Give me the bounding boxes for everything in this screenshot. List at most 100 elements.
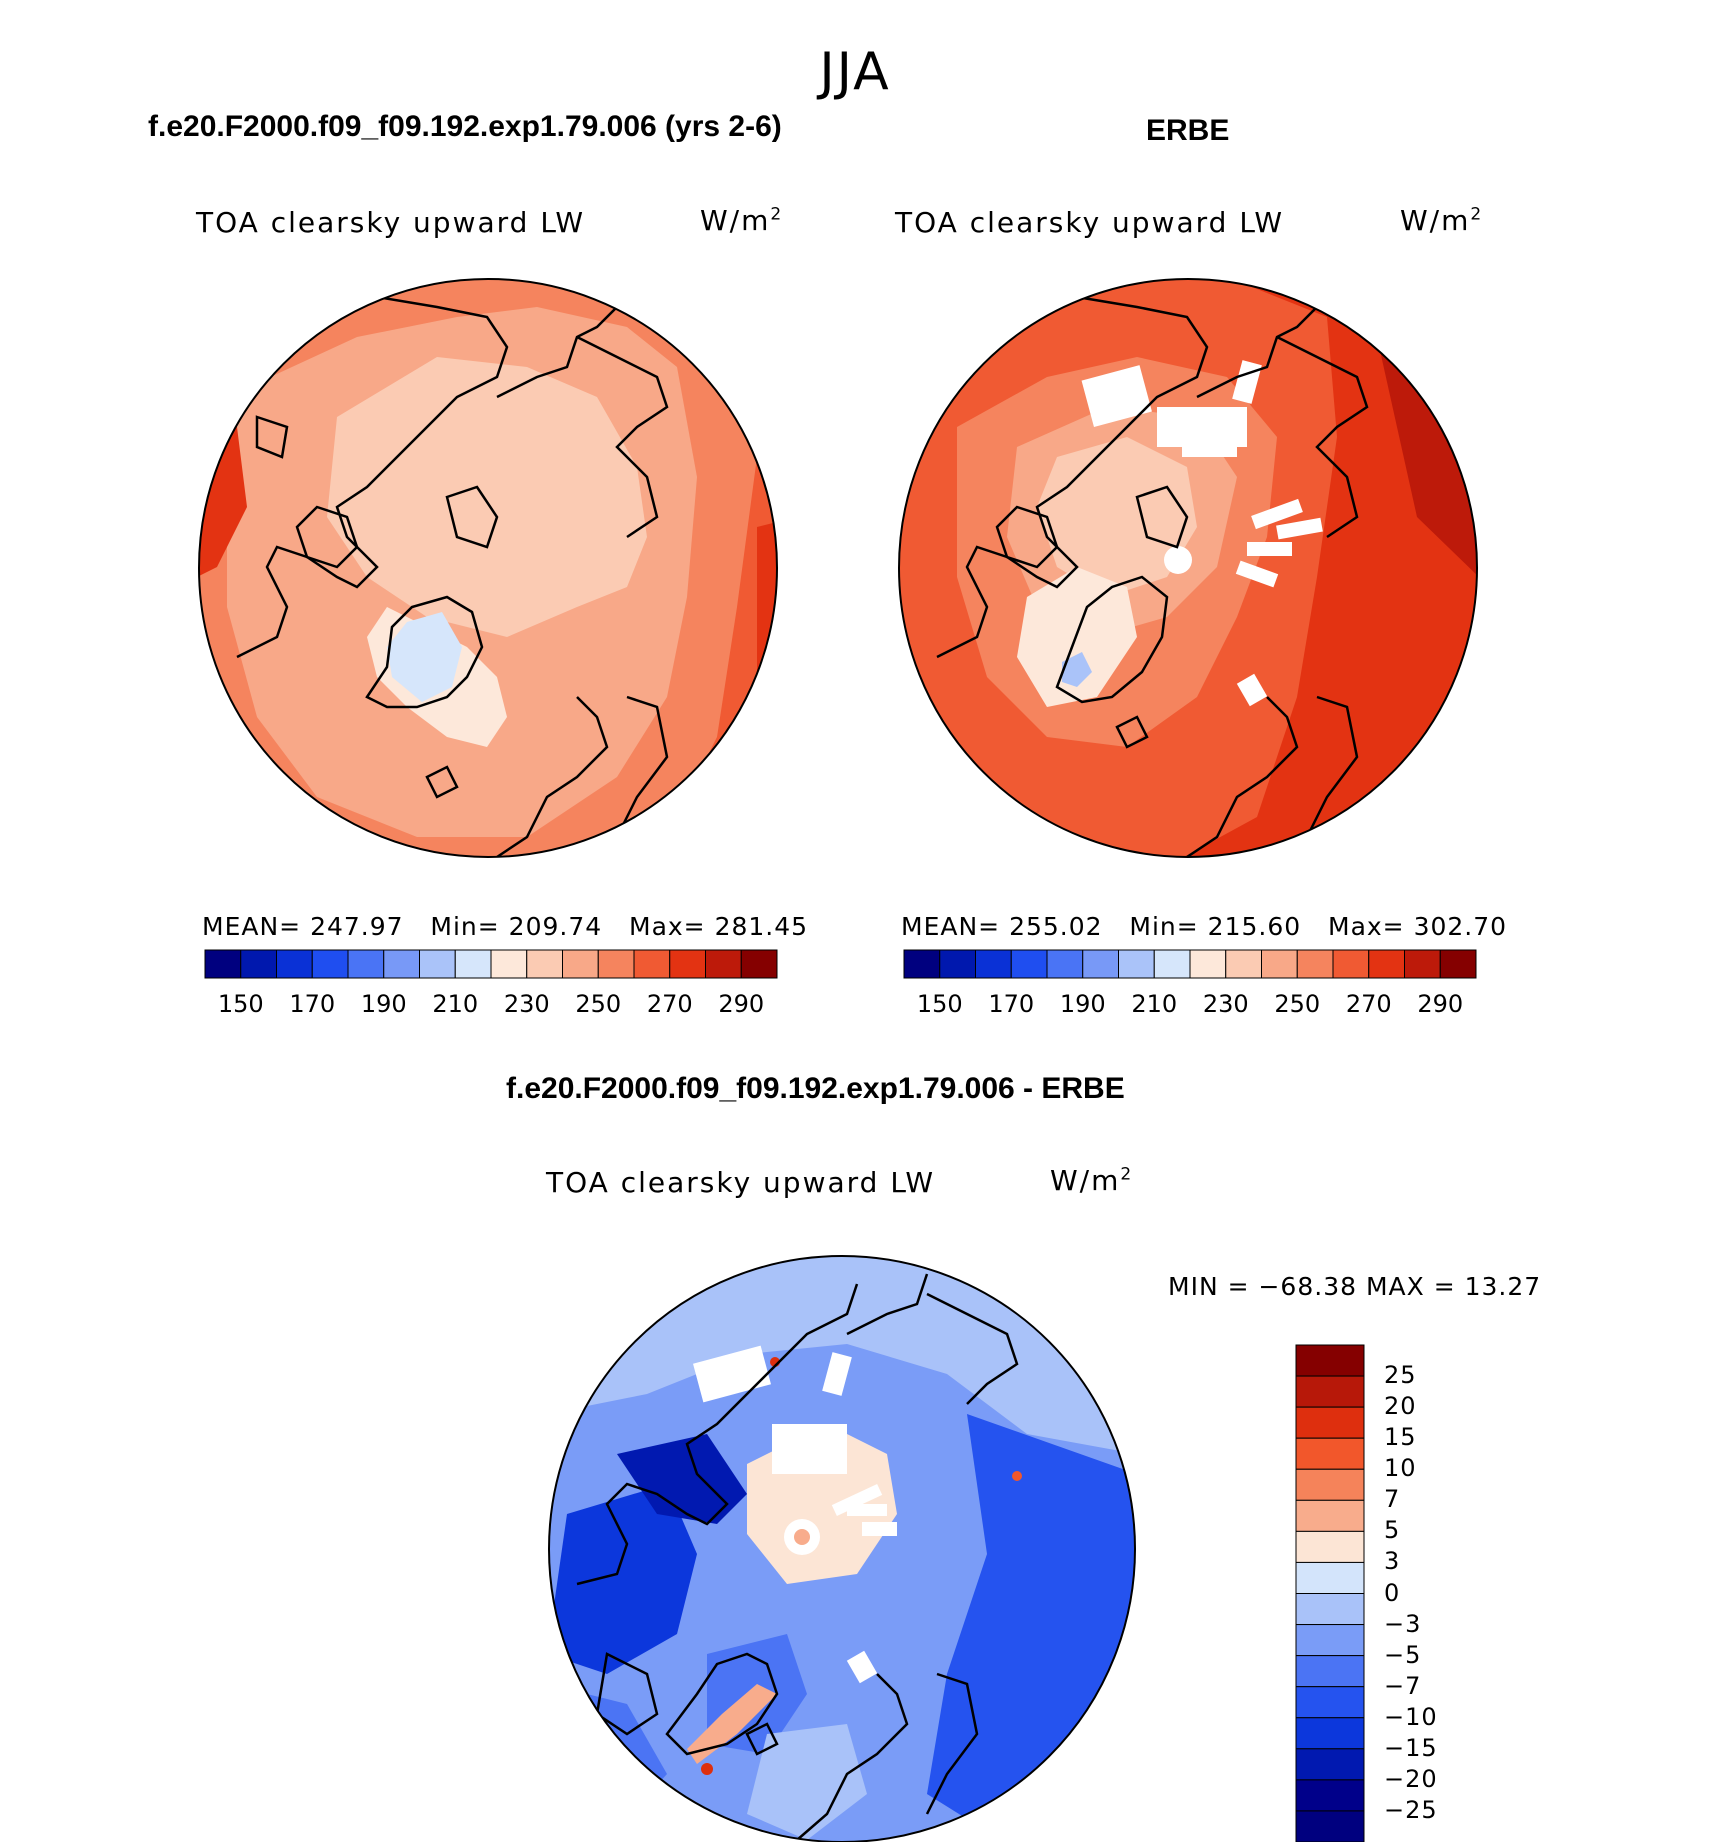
diff-colorbar-swatch-8 <box>1295 1593 1365 1626</box>
left-colorbar-tick-label: 230 <box>503 990 550 1018</box>
diff-colorbar-tick-label: 7 <box>1384 1485 1401 1514</box>
left-colorbar-ticks: 150 170 190 210 230 250 270 290 <box>205 990 777 1020</box>
diff-colorbar-swatch-2 <box>1295 1406 1365 1439</box>
right-colorbar-swatch-14 <box>1404 949 1441 979</box>
left-colorbar-tick-label: 170 <box>289 990 336 1018</box>
left-colorbar-swatch-4 <box>347 949 385 979</box>
diff-colorbar-tick-label: −10 <box>1384 1702 1438 1731</box>
left-colorbar-swatch-8 <box>490 949 528 979</box>
right-case-title: ERBE <box>1146 114 1230 147</box>
diff-variable-label: TOA clearsky upward LW <box>546 1166 936 1199</box>
left-colorbar-swatch-3 <box>311 949 349 979</box>
diff-colorbar-swatch-1 <box>1295 1375 1365 1408</box>
right-colorbar-swatch-9 <box>1225 949 1262 979</box>
diff-colorbar-tick-label: 15 <box>1384 1423 1417 1452</box>
diff-colorbar-tick-label: 5 <box>1384 1516 1401 1545</box>
right-colorbar-swatch-7 <box>1153 949 1191 979</box>
right-colorbar-tick-label: 150 <box>916 990 963 1018</box>
left-colorbar-swatch-9 <box>526 949 563 979</box>
diff-colorbar-tick-label: 0 <box>1384 1578 1401 1607</box>
right-colorbar-tick-label: 170 <box>988 990 1035 1018</box>
right-colorbar-swatch-15 <box>1439 949 1477 979</box>
right-colorbar-swatch-6 <box>1118 949 1155 979</box>
diff-colorbar-tick-label: −7 <box>1384 1671 1422 1700</box>
right-colorbar-ticks: 150 170 190 210 230 250 270 290 <box>904 990 1476 1020</box>
left-colorbar-swatch-13 <box>669 949 706 979</box>
diff-colorbar-swatch-3 <box>1295 1437 1365 1470</box>
left-colorbar-tick-label: 290 <box>718 990 765 1018</box>
diff-colorbar-swatch-14 <box>1295 1779 1365 1812</box>
right-colorbar-swatch-3 <box>1010 949 1048 979</box>
left-colorbar-tick-label: 210 <box>432 990 479 1018</box>
left-colorbar-swatch-11 <box>597 949 635 979</box>
left-case-title: f.e20.F2000.f09_f09.192.exp1.79.006 (yrs… <box>148 110 782 143</box>
left-variable-label: TOA clearsky upward LW <box>196 206 586 239</box>
diff-colorbar-swatch-10 <box>1295 1655 1365 1688</box>
left-colorbar-swatch-2 <box>276 949 313 979</box>
figure-title: JJA <box>819 42 891 102</box>
diff-colorbar-swatch-15 <box>1295 1810 1365 1842</box>
left-colorbar-swatch-14 <box>705 949 742 979</box>
right-colorbar-swatch-5 <box>1082 949 1119 979</box>
left-colorbar-tick-label: 190 <box>360 990 407 1018</box>
diff-colorbar-swatch-9 <box>1295 1624 1365 1657</box>
diff-colorbar-tick-label: 3 <box>1384 1547 1401 1576</box>
right-colorbar-tick-label: 210 <box>1131 990 1178 1018</box>
left-colorbar-swatch-12 <box>633 949 671 979</box>
diff-minmax: MIN = −68.38 MAX = 13.27 <box>1168 1272 1542 1301</box>
diff-colorbar-tick-label: −3 <box>1384 1609 1422 1638</box>
right-colorbar-swatch-13 <box>1368 949 1405 979</box>
right-colorbar-tick-label: 190 <box>1059 990 1106 1018</box>
diff-colorbar-swatch-4 <box>1295 1468 1365 1501</box>
right-colorbar-swatch-1 <box>939 949 976 979</box>
right-colorbar-tick-label: 290 <box>1417 990 1464 1018</box>
left-colorbar-swatch-7 <box>454 949 492 979</box>
diff-polar-map <box>548 1255 1136 1842</box>
right-colorbar <box>903 949 1477 979</box>
right-colorbar-swatch-8 <box>1189 949 1227 979</box>
right-colorbar-tick-label: 230 <box>1202 990 1249 1018</box>
left-colorbar-swatch-0 <box>204 949 242 979</box>
left-colorbar-swatch-5 <box>383 949 420 979</box>
left-colorbar-swatch-1 <box>240 949 277 979</box>
diff-colorbar <box>1295 1344 1365 1842</box>
diff-case-title: f.e20.F2000.f09_f09.192.exp1.79.006 - ER… <box>506 1072 1125 1105</box>
left-colorbar-tick-label: 250 <box>575 990 622 1018</box>
right-colorbar-swatch-0 <box>903 949 941 979</box>
diff-colorbar-swatch-5 <box>1295 1499 1365 1532</box>
left-colorbar-swatch-15 <box>740 949 778 979</box>
right-colorbar-swatch-4 <box>1046 949 1084 979</box>
diff-colorbar-swatch-6 <box>1295 1530 1365 1563</box>
diff-colorbar-tick-label: −25 <box>1384 1795 1438 1824</box>
right-colorbar-tick-label: 250 <box>1274 990 1321 1018</box>
diff-colorbar-swatch-0 <box>1295 1344 1365 1377</box>
left-colorbar <box>204 949 778 979</box>
diff-colorbar-swatch-11 <box>1295 1686 1365 1719</box>
diff-colorbar-tick-label: 25 <box>1384 1361 1417 1390</box>
right-colorbar-swatch-2 <box>975 949 1012 979</box>
right-stats: MEAN= 255.02 Min= 215.60 Max= 302.70 <box>901 912 1508 941</box>
right-colorbar-swatch-10 <box>1261 949 1298 979</box>
diff-colorbar-tick-label: 10 <box>1384 1454 1417 1483</box>
diff-colorbar-tick-label: 20 <box>1384 1392 1417 1421</box>
right-colorbar-swatch-11 <box>1296 949 1334 979</box>
left-polar-map <box>198 278 778 858</box>
left-colorbar-swatch-10 <box>562 949 599 979</box>
left-units-label: W/m2 <box>700 204 784 237</box>
diff-units-label: W/m2 <box>1050 1164 1134 1197</box>
left-stats: MEAN= 247.97 Min= 209.74 Max= 281.45 <box>202 912 809 941</box>
left-colorbar-tick-label: 270 <box>646 990 693 1018</box>
right-polar-map <box>898 278 1478 858</box>
left-colorbar-tick-label: 150 <box>217 990 264 1018</box>
diff-colorbar-tick-label: −20 <box>1384 1764 1438 1793</box>
right-colorbar-swatch-12 <box>1332 949 1370 979</box>
diff-colorbar-ticks: 25 20 15 10 7 5 3 0 −3 −5 −7 −10 −15 −20 −25 <box>1384 1345 1504 1842</box>
right-variable-label: TOA clearsky upward LW <box>895 206 1285 239</box>
right-colorbar-tick-label: 270 <box>1345 990 1392 1018</box>
diff-colorbar-swatch-13 <box>1295 1748 1365 1781</box>
left-colorbar-swatch-6 <box>419 949 456 979</box>
diff-colorbar-tick-label: −5 <box>1384 1640 1422 1669</box>
diff-colorbar-swatch-12 <box>1295 1717 1365 1750</box>
diff-colorbar-swatch-7 <box>1295 1561 1365 1594</box>
right-units-label: W/m2 <box>1400 204 1484 237</box>
